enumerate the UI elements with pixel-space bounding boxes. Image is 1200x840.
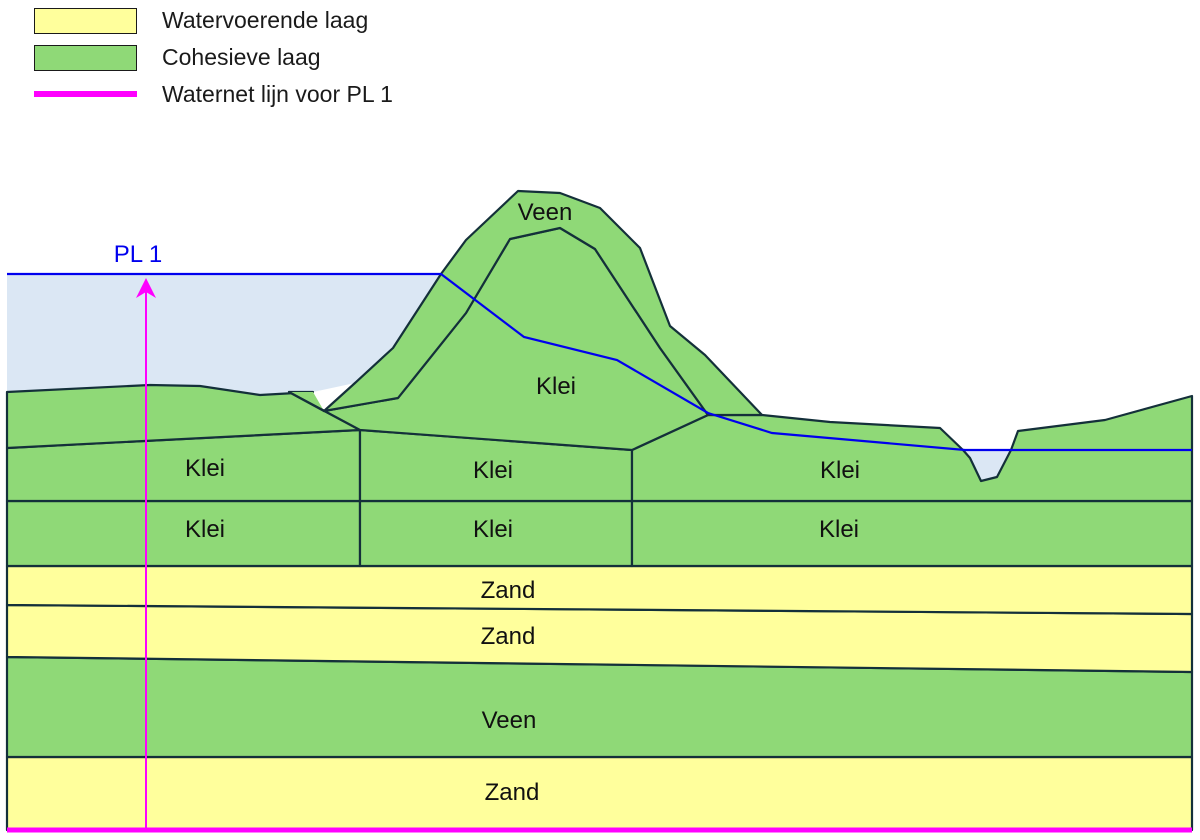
label-klei-1-left: Klei <box>185 455 225 482</box>
water-ditch <box>963 450 1011 481</box>
layer-veen-deep <box>5 655 1194 759</box>
layer-klei-1-right <box>630 394 1194 503</box>
legend-item-watervoerende: Watervoerende laag <box>0 2 600 38</box>
pl1-arrow-head <box>136 278 156 298</box>
layer-klei-2-left <box>5 499 362 568</box>
label-veen-deep: Veen <box>482 707 537 734</box>
legend-label-cohesieve: Cohesieve laag <box>162 44 321 70</box>
label-klei-1-mid: Klei <box>473 457 513 484</box>
label-klei-2-left: Klei <box>185 516 225 543</box>
label-zand-1: Zand <box>481 577 536 604</box>
layer-dike-veen <box>322 189 764 417</box>
legend-label-waternet: Waternet lijn voor PL 1 <box>162 81 393 107</box>
legend-item-waternet: Waternet lijn voor PL 1 <box>0 76 600 112</box>
legend-swatch-cohesieve <box>34 45 137 71</box>
legend-swatch-watervoerende <box>34 8 137 34</box>
label-zand-2: Zand <box>481 623 536 650</box>
legend-item-cohesieve: Cohesieve laag <box>0 39 600 75</box>
legend-label-watervoerende: Watervoerende laag <box>162 7 369 33</box>
pl1-label: PL 1 <box>114 241 162 268</box>
label-klei-1-right: Klei <box>820 457 860 484</box>
label-klei-2-right: Klei <box>819 516 859 543</box>
legend: Watervoerende laag Cohesieve laag Watern… <box>0 0 600 120</box>
label-dike-klei: Klei <box>536 373 576 400</box>
legend-swatch-waternet <box>34 91 137 97</box>
label-klei-2-mid: Klei <box>473 516 513 543</box>
layer-zand-3 <box>5 755 1194 832</box>
layer-zand-1 <box>5 564 1194 616</box>
label-zand-3: Zand <box>485 779 540 806</box>
layer-klei-2-right <box>630 499 1194 568</box>
label-dike-veen: Veen <box>518 199 573 226</box>
phreatic-line <box>7 272 1192 452</box>
water-left <box>7 274 441 395</box>
